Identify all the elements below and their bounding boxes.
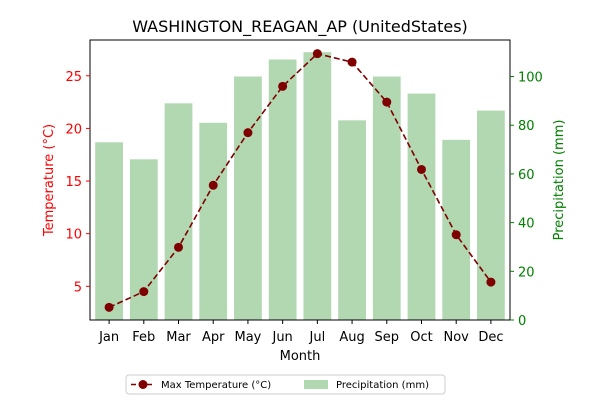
plot-frame — [89, 39, 511, 321]
left-tick-label: 10 — [65, 228, 82, 243]
legend: Max Temperature (°C) Precipitation (mm) — [125, 374, 446, 395]
x-tick-label: Dec — [478, 330, 503, 345]
precip-bar-oct — [407, 93, 436, 320]
temp-point-jul — [312, 49, 322, 59]
legend-bar-swatch — [304, 380, 328, 389]
temp-point-aug — [347, 57, 357, 67]
x-tick-label: Mar — [166, 330, 191, 345]
chart-title: WASHINGTON_REAGAN_AP (UnitedStates) — [132, 17, 468, 37]
left-tick-label: 15 — [65, 175, 82, 190]
left-axis: 5 10 15 20 25 — [65, 70, 90, 295]
left-tick-label: 25 — [65, 70, 82, 85]
legend-label-temperature: Max Temperature (°C) — [161, 380, 271, 391]
temp-point-jan — [104, 302, 114, 312]
x-tick-label: Sep — [375, 330, 400, 345]
right-tick-label: 80 — [518, 119, 535, 134]
temp-point-sep — [382, 97, 392, 107]
temp-point-mar — [174, 242, 184, 252]
precipitation-bars — [95, 52, 505, 321]
right-axis: 0 20 40 60 80 100 — [510, 71, 543, 329]
x-tick-label: Jan — [98, 330, 119, 345]
right-tick-label: 40 — [518, 217, 535, 232]
precip-bar-sep — [372, 76, 401, 321]
legend-frame — [125, 374, 446, 395]
precip-bar-may — [234, 76, 262, 321]
precip-bar-apr — [199, 122, 228, 320]
x-tick-label: Nov — [444, 330, 470, 345]
x-tick-label: Feb — [132, 330, 155, 345]
x-tick-label: Oct — [410, 330, 432, 345]
precip-bar-jan — [95, 142, 123, 320]
x-axis: Jan Feb Mar Apr May Jun Jul Aug Sep Oct Nov Dec — [98, 320, 503, 345]
right-tick-label: 20 — [518, 265, 535, 280]
temp-point-oct — [416, 164, 426, 174]
legend-label-precipitation: Precipitation (mm) — [336, 380, 429, 391]
temp-point-nov — [451, 230, 461, 240]
temp-point-may — [243, 128, 253, 138]
right-tick-label: 100 — [518, 71, 543, 86]
temp-point-apr — [208, 180, 218, 190]
x-tick-label: Apr — [202, 330, 225, 345]
left-axis-label: Temperature (°C) — [42, 124, 57, 237]
temperature-line-path — [108, 52, 492, 309]
left-tick-label: 5 — [74, 280, 82, 295]
left-tick-label: 20 — [65, 122, 82, 137]
temperature-line — [104, 49, 496, 312]
temp-point-feb — [139, 287, 149, 297]
precip-bar-jul — [303, 52, 332, 320]
x-tick-label: Jul — [309, 330, 326, 345]
x-tick-label: Aug — [339, 330, 364, 345]
precip-bar-mar — [164, 103, 193, 320]
x-tick-label: Jun — [271, 330, 292, 345]
right-tick-label: 0 — [518, 314, 526, 329]
temp-point-dec — [486, 277, 496, 287]
legend-marker-swatch — [138, 380, 148, 389]
right-tick-label: 60 — [518, 168, 535, 183]
precip-bar-aug — [338, 120, 366, 320]
right-axis-label: Precipitation (mm) — [552, 120, 567, 241]
temp-point-jun — [278, 81, 288, 91]
precip-bar-nov — [442, 139, 471, 320]
x-tick-label: May — [234, 330, 261, 345]
precip-bar-dec — [477, 110, 505, 320]
precip-bar-jun — [268, 59, 297, 320]
x-axis-label: Month — [280, 349, 321, 364]
